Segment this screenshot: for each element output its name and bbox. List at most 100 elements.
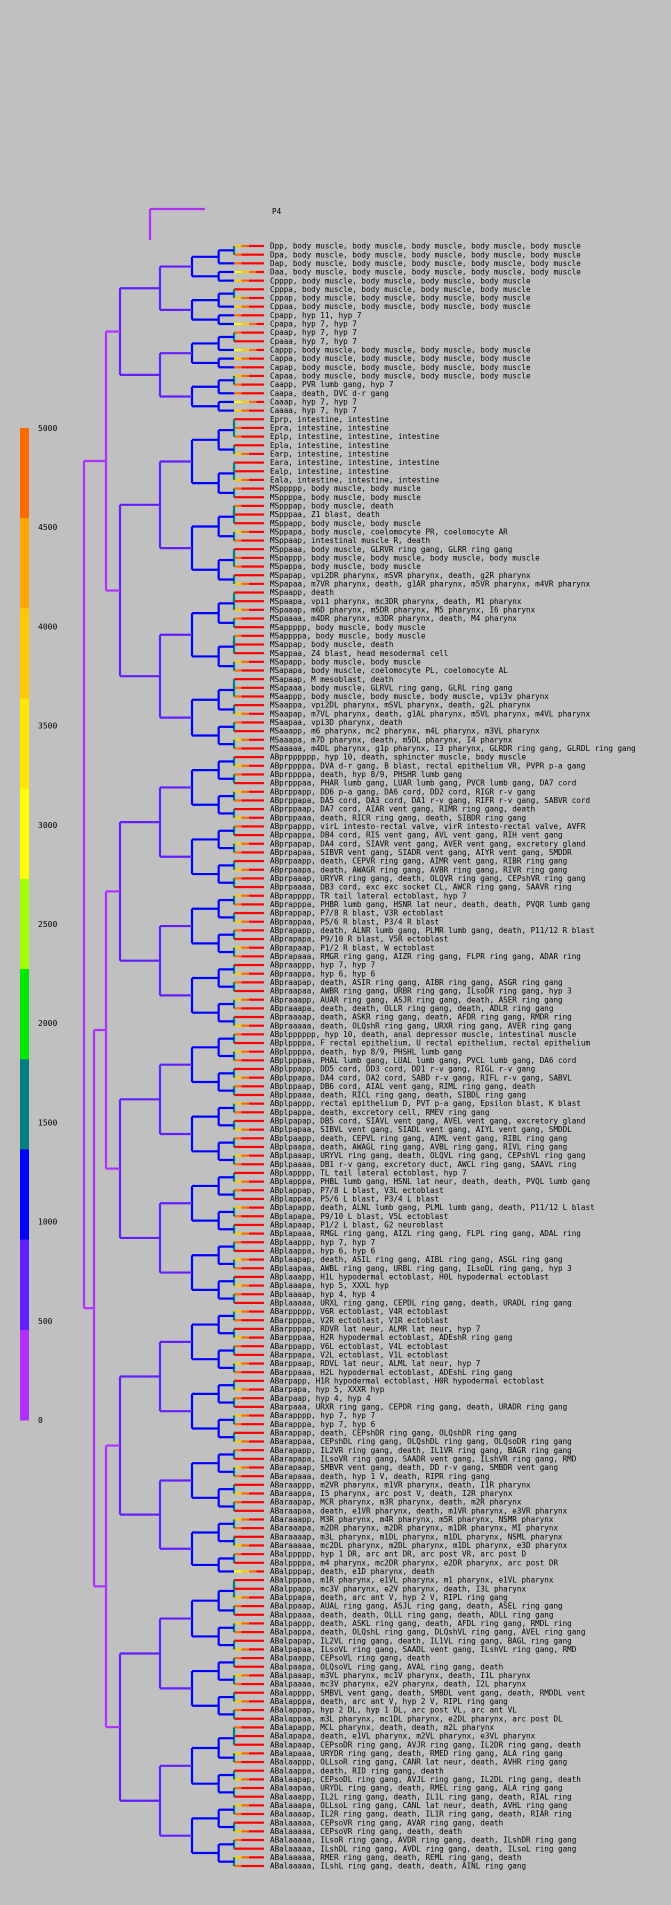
leaf-label: ABalaaaap, IL2R ring gang, death, IL1R r… bbox=[270, 1810, 572, 1819]
leaf-label: ABplaaapa, hyp 5, XXXL hyp bbox=[270, 1281, 389, 1290]
leaf-label: ABplapaaa, RMGL ring gang, AIZL ring gan… bbox=[270, 1229, 581, 1238]
scale-segment bbox=[20, 1059, 29, 1150]
leaf-label: ABpraappa, hyp 6, hyp 6 bbox=[270, 969, 376, 978]
leaf-label: ABarapppp, hyp 7, hyp 7 bbox=[270, 1411, 375, 1420]
scale-tick-label: 2500 bbox=[38, 920, 57, 929]
leaf-label: ABarpapp, H1R hypodermal ectoblast, H0R … bbox=[270, 1376, 544, 1385]
leaf-label: ABplpaaap, URYVL ring gang, death, OLQVL… bbox=[270, 1151, 585, 1160]
leaf-label: MSappap, body muscle, death bbox=[270, 640, 393, 649]
leaf-label: ABaraapap, MCR pharynx, m3R pharynx, dea… bbox=[270, 1498, 522, 1507]
leaf-label: ABpraapap, death, ASIR ring gang, AIBR r… bbox=[270, 978, 563, 987]
leaf-label: ABalappaa, m3L pharynx, mc1DL pharynx, e… bbox=[270, 1714, 563, 1723]
leaf-label: Cpapa, hyp 7, hyp 7 bbox=[270, 320, 357, 329]
leaf-label: MSaappa, vpi2DL pharynx, mSVL pharynx, d… bbox=[270, 701, 531, 710]
scale-tick-label: 4500 bbox=[38, 523, 57, 532]
scale-tick-label: 5000 bbox=[38, 424, 57, 433]
leaf-label: ABprpappa, DB4 cord, RIS vent gang, AVL … bbox=[270, 831, 563, 840]
leaf-label: MSpaapp, death bbox=[270, 588, 334, 597]
leaf-label: MSapaap, M mesoblast, death bbox=[270, 675, 393, 684]
leaf-label: ABarpaaa, URXR ring gang, CEPDR ring gan… bbox=[270, 1402, 567, 1411]
leaf-label: ABalaaaaa, CEPsoVR ring gang, AVAR ring … bbox=[270, 1818, 503, 1827]
leaf-label: Eara, intestine, intestine, intestine bbox=[270, 458, 440, 467]
leaf-label: MSappppa, body muscle, body muscle bbox=[270, 631, 426, 640]
leaf-label: MSpppaa, Z1 blast, death bbox=[270, 510, 380, 519]
leaf-label: Capaa, body muscle, body muscle, body mu… bbox=[270, 372, 531, 381]
leaf-label: Ealp, intestine, intestine bbox=[270, 467, 389, 476]
leaf-label: ABarpaap, hyp 4, hyp 4 bbox=[270, 1394, 371, 1403]
leaf-label: ABplpappa, death, excretory cell, RMEV r… bbox=[270, 1108, 489, 1117]
scale-tick-label: 2000 bbox=[38, 1019, 57, 1028]
leaf-label: ABalappap, hyp 2 DL, hyp 1 DL, arc post … bbox=[270, 1706, 517, 1715]
leaf-label: ABaraapaa, death, e1VR pharynx, death, m… bbox=[270, 1506, 568, 1515]
leaf-label: ABalapaap, CEPsoDR ring gang, AVJR ring … bbox=[270, 1740, 581, 1749]
leaf-label: Cpaaa, hyp 7, hyp 7 bbox=[270, 337, 357, 346]
scale-segment bbox=[20, 518, 29, 609]
leaf-label: ABalapapp, MCL pharynx, death, death, m2… bbox=[270, 1723, 494, 1732]
leaf-label: ABalppaap, AUAL ring gang, ASJL ring gan… bbox=[270, 1602, 563, 1611]
leaf-label: ABarapaap, SMBVR vent gang, death, DD r-… bbox=[270, 1463, 558, 1472]
scale-segment bbox=[20, 1149, 29, 1241]
leaf-label: ABprppaap, DA7 cord, AIAR vent gang, RIM… bbox=[270, 805, 535, 814]
leaf-label: ABplappaa, P5/6 L blast, P3/4 L blast bbox=[270, 1195, 439, 1204]
leaf-label: MSpaaaa, m4DR pharynx, m3DR pharynx, dea… bbox=[270, 614, 517, 623]
leaf-label: ABalppapp, mc3V pharynx, e2V pharynx, de… bbox=[270, 1584, 526, 1593]
leaf-label: ABaraaaap, m3L pharynx, m1DL pharynx, m1… bbox=[270, 1532, 563, 1541]
leaf-label: ABaraaapp, M3R pharynx, m4R pharynx, m5R… bbox=[270, 1515, 554, 1524]
leaf-label: ABarappaa, CEPshDL ring gang, OLQshDL ri… bbox=[270, 1437, 572, 1446]
scale-segment bbox=[20, 698, 29, 790]
leaf-label: ABplpppaa, PHAL lumb gang, LUAL lumb gan… bbox=[270, 1056, 576, 1065]
leaf-label: MSapapa, body muscle, coelomocyte PL, co… bbox=[270, 666, 508, 675]
leaf-label: Dap, body muscle, body muscle, body musc… bbox=[270, 259, 581, 268]
leaf-label: ABplpapap, DB5 cord, SIAVL vent gang, AV… bbox=[270, 1117, 585, 1126]
leaf-label: ABprapapa, P9/10 R blast, V5R ectoblast bbox=[270, 935, 448, 944]
leaf-label: MSpappp, body muscle, body muscle, body … bbox=[270, 553, 540, 562]
leaf-label: ABalaaaaa, ILsoR ring gang, AVDR ring ga… bbox=[270, 1836, 576, 1845]
leaf-labels: Dpp, body muscle, body muscle, body musc… bbox=[270, 242, 636, 1871]
scale-segment bbox=[20, 878, 29, 970]
leaf-label: ABplaapap, death, ASIL ring gang, AIBL r… bbox=[270, 1255, 563, 1264]
leaf-label: ABarppaaa, H2L hypodermal ectoblast, ADE… bbox=[270, 1368, 512, 1377]
leaf-label: ABalpppaa, m1R pharynx, e1VL pharynx, m1… bbox=[270, 1576, 554, 1585]
leaf-label: Cappa, body muscle, body muscle, body mu… bbox=[270, 354, 531, 363]
leaf-label: MSppapa, body muscle, coelomocyte PR, co… bbox=[270, 527, 508, 536]
leaf-label: ABalpaaap, m3VL pharynx, mc1V pharynx, d… bbox=[270, 1671, 531, 1680]
leaf-label: ABprapaaa, RMGR ring gang, AIZR ring gan… bbox=[270, 952, 581, 961]
leaf-label: MSaaapp, m6 pharynx, mc2 pharynx, m4L ph… bbox=[270, 727, 540, 736]
leaf-label: Caaap, hyp 7, hyp 7 bbox=[270, 398, 357, 407]
leaf-label: ABarpppaa, H2R hypodermal ectoblast, ADE… bbox=[270, 1333, 512, 1342]
leaf-label: ABaraappp, m2VR pharynx, m1VR pharynx, d… bbox=[270, 1480, 531, 1489]
leaf-label: Caapa, death, DVC d-r gang bbox=[270, 389, 389, 398]
leaf-label: Cappp, body muscle, body muscle, body mu… bbox=[270, 346, 531, 355]
leaf-label: ABprapppp, TR tail lateral ectoblast, hy… bbox=[270, 891, 467, 900]
leaf-label: ABarapppa, hyp 7, hyp 6 bbox=[270, 1420, 376, 1429]
leaf-label: ABarppppp, V6R ectoblast, V4R ectoblast bbox=[270, 1307, 448, 1316]
scale-tick-label: 500 bbox=[38, 1317, 53, 1326]
scale-tick-label: 3000 bbox=[38, 821, 57, 830]
leaf-label: ABplppapa, DA4 cord, DA2 cord, SABD r-v … bbox=[270, 1073, 572, 1082]
leaf-label: ABplpaapa, death, AWAGL ring gang, AVBL … bbox=[270, 1143, 567, 1152]
leaf-label: MSppaap, intestinal muscle R, death bbox=[270, 536, 430, 545]
leaf-label: ABarppppa, V2R ectoblast, V1R ectoblast bbox=[270, 1316, 448, 1325]
leaf-label: ABarappap, death, CEPshDR ring gang, OLQ… bbox=[270, 1428, 517, 1437]
leaf-label: ABprappap, P7/8 R blast, V3R ectoblast bbox=[270, 909, 444, 918]
leaf-label: ABpraaaaa, death, OLQshR ring gang, URXR… bbox=[270, 1021, 572, 1030]
leaf-label: ABaraappa, I5 pharynx, arc post V, death… bbox=[270, 1489, 513, 1498]
leaf-label: ABalaapaa, URYDL ring gang, death, RMEL … bbox=[270, 1784, 563, 1793]
leaf-label: ABalpaapa, OLQsoVL ring gang, AVAL ring … bbox=[270, 1662, 503, 1671]
leaf-label: MSppppa, body muscle, body muscle bbox=[270, 493, 421, 502]
leaf-label: Cpppa, body muscle, body muscle, body mu… bbox=[270, 285, 531, 294]
leaf-label: ABprapaap, P1/2 R blast, W ectoblast bbox=[270, 943, 435, 952]
leaf-label: ABplapapa, P9/10 L blast, V5L ectoblast bbox=[270, 1212, 448, 1221]
leaf-label: Dpa, body muscle, body muscle, body musc… bbox=[270, 250, 581, 259]
leaf-label: Cpapp, hyp 11, hyp 7 bbox=[270, 311, 361, 320]
scale-tick-label: 4000 bbox=[38, 622, 57, 631]
scale-segment bbox=[20, 969, 29, 1060]
leaf-label: Daa, body muscle, body muscle, body musc… bbox=[270, 268, 581, 277]
leaf-label: ABprpappp, virL intesto-rectal valve, vi… bbox=[270, 822, 586, 831]
scale-tick-label: 1000 bbox=[38, 1218, 57, 1227]
scale-segment bbox=[20, 608, 29, 700]
root-label: P4 bbox=[272, 207, 282, 216]
leaf-label: MSpppap, body muscle, death bbox=[270, 501, 393, 510]
